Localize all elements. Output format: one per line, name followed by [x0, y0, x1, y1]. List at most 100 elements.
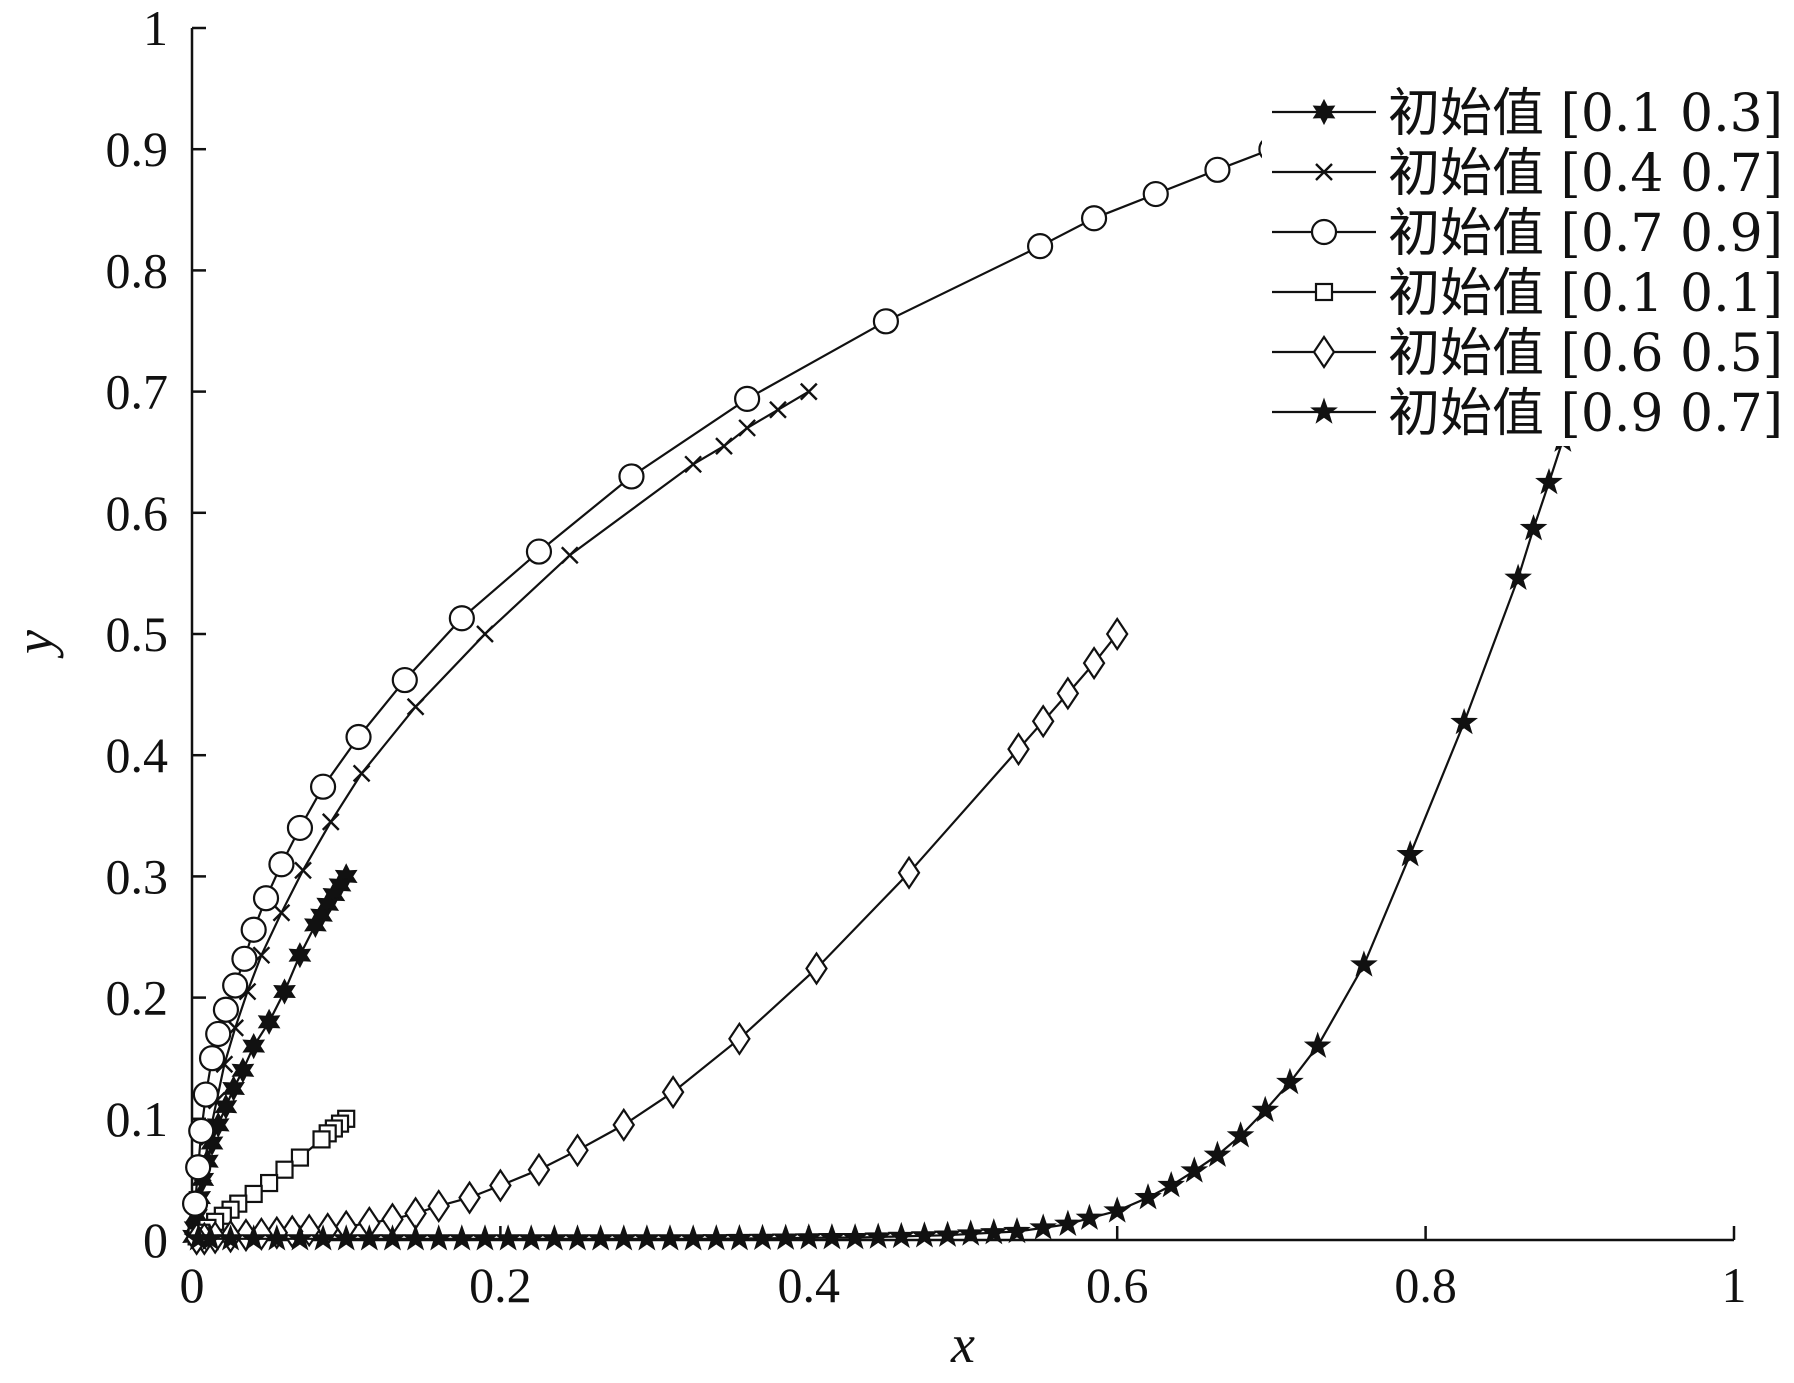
legend-label: 初始值 [0.9 0.7]: [1388, 384, 1783, 444]
data-point: [304, 911, 327, 939]
data-point: [517, 1224, 546, 1251]
data-point: [897, 855, 921, 890]
legend-entry: 初始值 [0.1 0.1]: [1272, 264, 1783, 324]
data-point: [184, 1224, 212, 1251]
data-point: [1054, 1209, 1082, 1237]
data-point: [275, 1160, 294, 1179]
data-point: [222, 972, 249, 999]
data-point: [288, 942, 312, 969]
data-point: [244, 1184, 263, 1204]
data-point: [525, 538, 553, 565]
data-point: [725, 1223, 754, 1251]
legend-label: 初始值 [0.4 0.7]: [1388, 144, 1783, 204]
data-point: [448, 605, 475, 632]
y-tick-label: 0.5: [106, 606, 169, 662]
data-point: [476, 625, 494, 643]
data-point: [609, 1224, 638, 1251]
data-point: [1080, 205, 1108, 232]
axes: 0 0.2 0.4 0.6 0.8 1 0 0.1 0.2 0.3 0.4 0.5 0.6 0.7 0.8 0…: [4, 0, 1747, 1374]
data-point: [612, 1107, 636, 1142]
x-tick-label: 0: [180, 1257, 205, 1313]
legend-marker: [1314, 282, 1334, 302]
data-point: [240, 916, 267, 943]
data-point: [239, 1224, 268, 1251]
data-point: [309, 1224, 337, 1251]
data-point: [286, 1224, 314, 1251]
data-point: [841, 1223, 869, 1250]
data-point: [702, 1224, 731, 1251]
data-point: [933, 1220, 962, 1247]
data-point: [794, 1223, 823, 1250]
data-point: [771, 1223, 800, 1250]
y-tick-label: 0.8: [106, 242, 169, 298]
data-point: [321, 813, 340, 831]
y-tick-label: 0.4: [106, 727, 169, 783]
data-point: [1203, 1140, 1232, 1167]
series-layer: [181, 136, 1577, 1256]
y-tick-label: 0.2: [106, 970, 169, 1026]
data-point: [1056, 676, 1080, 711]
data-point: [887, 1221, 916, 1249]
data-point: [1142, 180, 1169, 208]
data-point: [540, 1224, 569, 1251]
data-point: [286, 814, 314, 842]
data-point: [805, 951, 828, 986]
data-point: [799, 382, 818, 401]
data-point: [818, 1223, 846, 1250]
data-point: [1031, 704, 1055, 739]
data-point: [290, 1148, 310, 1167]
series-pentagram: [184, 425, 1577, 1251]
data-point: [1082, 646, 1106, 681]
data-point: [294, 861, 312, 880]
data-point: [404, 1196, 427, 1231]
data-point: [1026, 233, 1054, 260]
data-point: [494, 1224, 522, 1251]
legend-marker: [1312, 98, 1336, 126]
series-diamond: [185, 617, 1129, 1256]
data-point: [1450, 707, 1478, 735]
data-point: [448, 1224, 476, 1251]
data-point: [332, 1224, 361, 1251]
data-point: [205, 1020, 232, 1048]
data-point: [231, 945, 258, 972]
series-x: [186, 382, 818, 1237]
legend-label: 初始值 [0.6 0.5]: [1388, 324, 1783, 384]
data-point: [728, 1021, 751, 1056]
data-point: [956, 1219, 985, 1246]
data-point: [192, 1081, 219, 1108]
y-tick-label: 0.7: [106, 364, 169, 420]
y-tick-label: 0.9: [106, 121, 169, 177]
legend-label: 初始值 [0.7 0.9]: [1388, 204, 1783, 264]
y-tick-label: 0: [143, 1212, 168, 1268]
data-point: [260, 1173, 279, 1193]
legend-marker: [1310, 397, 1338, 424]
y-tick-label: 0.3: [106, 848, 169, 904]
data-point: [586, 1224, 615, 1251]
y-axis-label: y: [4, 630, 64, 659]
data-point: [560, 546, 579, 565]
data-point: [679, 1224, 707, 1251]
data-point: [1105, 617, 1129, 651]
data-point: [1276, 1067, 1304, 1095]
data-point: [864, 1222, 893, 1249]
data-point: [458, 1180, 481, 1215]
data-point: [1251, 1095, 1280, 1123]
data-point: [1180, 1156, 1209, 1183]
data-point: [489, 1168, 512, 1203]
series-line: [196, 633, 1119, 1240]
data-point: [1350, 950, 1378, 977]
data-point: [185, 1154, 212, 1181]
data-point: [424, 1224, 453, 1251]
data-point: [1003, 1216, 1031, 1244]
series-circle: [181, 136, 1285, 1217]
data-point: [188, 1117, 215, 1145]
data-point: [1029, 1213, 1057, 1240]
data-point: [401, 1224, 430, 1251]
data-point: [1504, 563, 1532, 591]
y-tick-label: 0.1: [106, 1091, 169, 1147]
y-tick-label: 0.6: [106, 485, 169, 541]
y-tick-label: 1: [143, 0, 168, 56]
data-point: [1535, 467, 1563, 495]
data-point: [231, 1057, 255, 1084]
